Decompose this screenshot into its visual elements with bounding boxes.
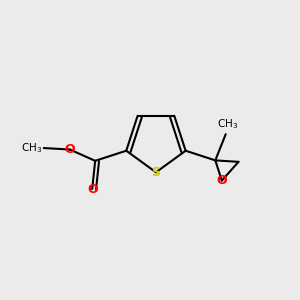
Text: O: O [64, 143, 75, 156]
Text: CH$_3$: CH$_3$ [21, 141, 42, 155]
Text: S: S [152, 166, 160, 179]
Text: CH$_3$: CH$_3$ [217, 117, 238, 131]
Text: O: O [87, 183, 98, 196]
Text: O: O [217, 174, 227, 187]
